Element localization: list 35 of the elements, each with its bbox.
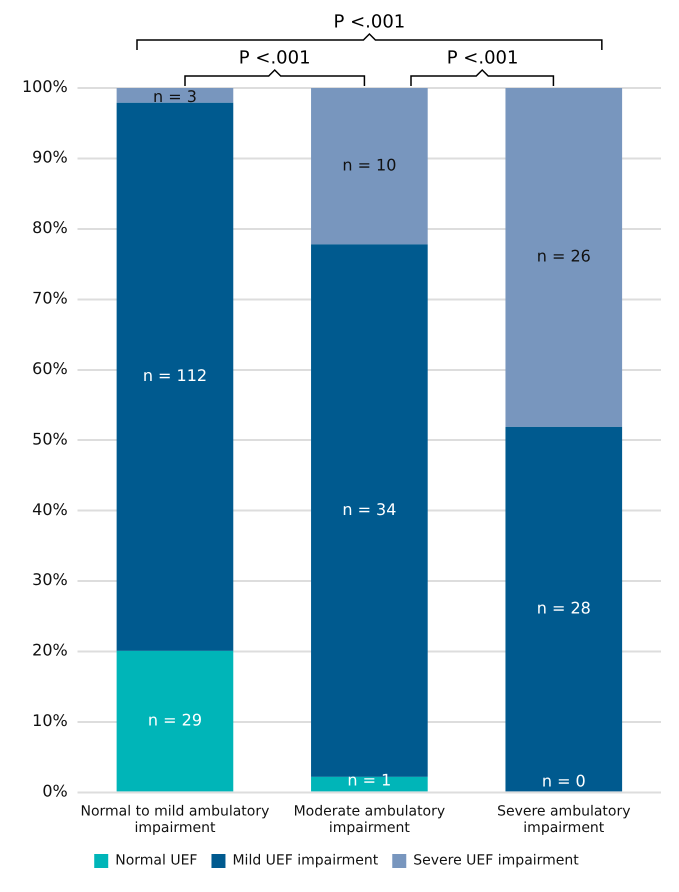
- bar: [116, 650, 234, 792]
- annotation: n = 0: [542, 772, 586, 791]
- bar: [505, 88, 622, 427]
- text: P <.001: [238, 48, 311, 69]
- y-tick-label: 60%: [32, 358, 68, 378]
- y-tick-label: 10%: [32, 711, 68, 730]
- y-tick-label: 0%: [42, 782, 68, 801]
- x-tick-label: Severe ambulatory impairment: [497, 803, 631, 836]
- annotation: n = 3: [153, 87, 197, 106]
- y-tick-label: 30%: [32, 570, 68, 590]
- y-tick-label: 100%: [22, 77, 68, 96]
- y-tick-label: 70%: [32, 288, 68, 308]
- bar: [505, 426, 622, 792]
- y-tick-label: 50%: [32, 429, 68, 448]
- annotation: n = 10: [342, 155, 396, 174]
- annotation: n = 26: [536, 246, 591, 266]
- bar: [311, 88, 428, 244]
- annotation: n = 34: [342, 500, 396, 519]
- y-tick-label: 80%: [32, 218, 68, 238]
- y-tick-label: 90%: [32, 148, 68, 167]
- x-tick-label: Moderate ambulatory impairment: [294, 803, 446, 836]
- legend-label: Mild UEF impairment: [232, 852, 379, 869]
- y-tick-label: 20%: [32, 640, 68, 660]
- annotation: n = 1: [347, 770, 392, 790]
- bar: [116, 102, 234, 651]
- annotation: n = 28: [536, 598, 591, 618]
- x-tick-label: Normal to mild ambulatory impairment: [80, 803, 270, 836]
- legend-label: Normal UEF: [115, 852, 198, 869]
- annotation: n = 112: [142, 366, 208, 385]
- bar: [116, 88, 234, 103]
- legend-label: Severe UEF impairment: [413, 852, 580, 869]
- text: P <.001: [446, 48, 518, 69]
- y-tick-label: 40%: [32, 500, 68, 519]
- text: P <.001: [333, 12, 406, 33]
- annotation: n = 29: [148, 710, 202, 730]
